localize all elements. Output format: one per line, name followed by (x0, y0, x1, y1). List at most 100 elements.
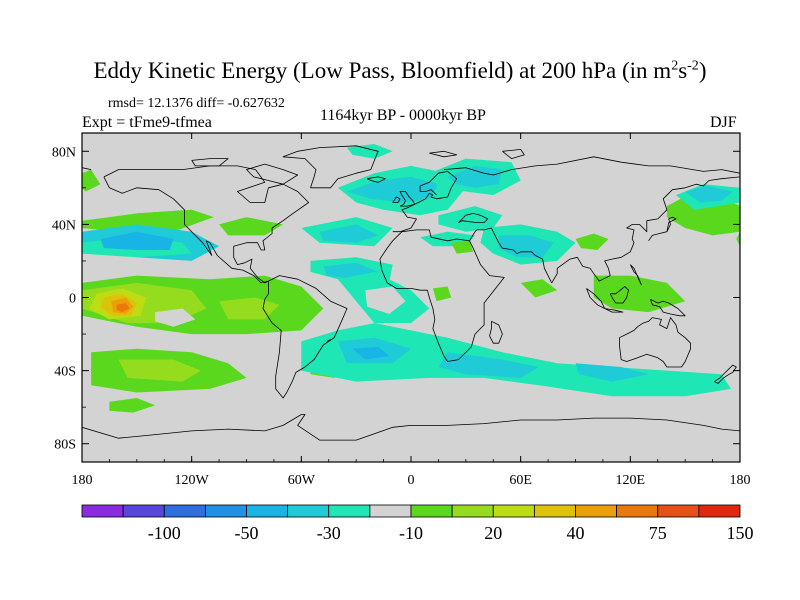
coastline (502, 148, 525, 160)
coastline (392, 170, 458, 233)
map-title: Eddy Kinetic Energy (Low Pass, Bloomfiel… (0, 58, 800, 84)
contour-region (438, 352, 539, 378)
title-sup-1: 2 (671, 58, 679, 74)
coastline (82, 167, 92, 170)
coastline (650, 298, 686, 317)
contour-region (319, 224, 379, 243)
colorbar-swatch (369, 504, 412, 518)
period-label: 1164kyr BP - 0000kyr BP (320, 107, 486, 124)
coastline (609, 286, 629, 304)
y-tick-label: 40N (52, 218, 76, 233)
contour-region (100, 231, 174, 250)
colorbar-label: 40 (567, 523, 585, 543)
contour-region (575, 233, 609, 250)
coastline (262, 275, 348, 399)
title-main: Eddy Kinetic Energy (Low Pass, Bloomfiel… (93, 58, 672, 83)
contour-region (109, 398, 156, 413)
x-tick-label: 180 (72, 473, 93, 488)
colorbar-swatch (533, 504, 576, 518)
title-sup-2: -2 (687, 58, 699, 74)
experiment-label: Expt = tFme9-tfmea (82, 114, 212, 131)
x-tick-label: 0 (408, 473, 415, 488)
y-tick-label: 0 (69, 292, 76, 307)
title-mid: s (678, 58, 688, 83)
y-tick-label: 40S (54, 365, 76, 380)
contour-region (116, 303, 130, 313)
y-tick-label: 80S (54, 438, 76, 453)
colorbar-swatch (122, 504, 165, 518)
colorbar-swatch (657, 504, 700, 518)
contour-region (736, 231, 740, 247)
x-tick-label: 180 (730, 473, 751, 488)
contour-region (438, 206, 503, 232)
contour-region (520, 279, 558, 298)
colorbar-label: 75 (649, 523, 667, 543)
contour-region (451, 240, 474, 254)
colorbar-swatch (328, 504, 371, 518)
contour-region (82, 169, 101, 192)
coastline (469, 176, 740, 284)
colorbar-label: -50 (235, 523, 259, 543)
x-axis: 180 120W 60W 0 60E 120E 180 (72, 133, 751, 488)
coastline (82, 414, 740, 441)
x-tick-label: 60E (509, 473, 532, 488)
season-label: DJF (710, 114, 737, 131)
coastline (246, 163, 299, 185)
colorbar-label: -30 (317, 523, 341, 543)
contour-region (219, 217, 284, 236)
coastline (103, 165, 310, 284)
contour-field (82, 133, 740, 462)
coastline (458, 212, 489, 224)
x-tick-label: 120W (175, 473, 210, 488)
title-end: ) (698, 58, 707, 83)
contour-region (575, 363, 649, 382)
coastline (443, 156, 740, 176)
colorbar-swatch (616, 504, 659, 518)
contour-region (118, 359, 201, 382)
coastline (714, 364, 737, 384)
x-tick-label: 60W (288, 473, 316, 488)
contour-region (432, 286, 452, 302)
colorbar-label: 150 (727, 523, 754, 543)
colorbar-label: -100 (148, 523, 181, 543)
colorbar: -100 -50 -30 -10 20 40 75 150 (81, 504, 754, 543)
colorbar-swatch (698, 504, 741, 518)
coastline (648, 216, 677, 242)
colorbar-swatch (451, 504, 494, 518)
y-tick-label: 80N (52, 145, 76, 160)
colorbar-swatch (410, 504, 453, 518)
colorbar-swatch (246, 504, 289, 518)
coastline (629, 264, 642, 286)
contour-region (347, 144, 393, 159)
coastline (379, 229, 505, 362)
contour-region (447, 165, 503, 188)
contour-region (352, 346, 390, 360)
colorbar-swatch (492, 504, 535, 518)
coastline (619, 317, 691, 368)
colorbar-swatch (204, 504, 247, 518)
contour-region (365, 286, 406, 314)
contour-region (347, 176, 439, 203)
y-axis: 80N 40N 0 40S 80S (52, 145, 740, 453)
contour-region (498, 235, 554, 258)
coastline (489, 320, 503, 344)
coastline (282, 145, 379, 189)
colorbar-swatch (287, 504, 330, 518)
coastline (326, 339, 331, 342)
coastline (392, 196, 401, 203)
colorbar-label: -10 (399, 523, 423, 543)
coastline (366, 176, 386, 183)
colorbar-swatch (575, 504, 618, 518)
coastline (191, 158, 229, 167)
stats-label: rmsd= 12.1376 diff= -0.627632 (108, 96, 285, 111)
colorbar-swatch (163, 504, 206, 518)
x-tick-label: 120E (616, 473, 646, 488)
contour-region (685, 186, 733, 203)
colorbar-swatch (81, 504, 124, 518)
contour-region (155, 308, 196, 327)
coastline (429, 150, 458, 158)
coastline (399, 191, 416, 207)
coastline (604, 308, 624, 313)
coastlines (82, 145, 740, 441)
